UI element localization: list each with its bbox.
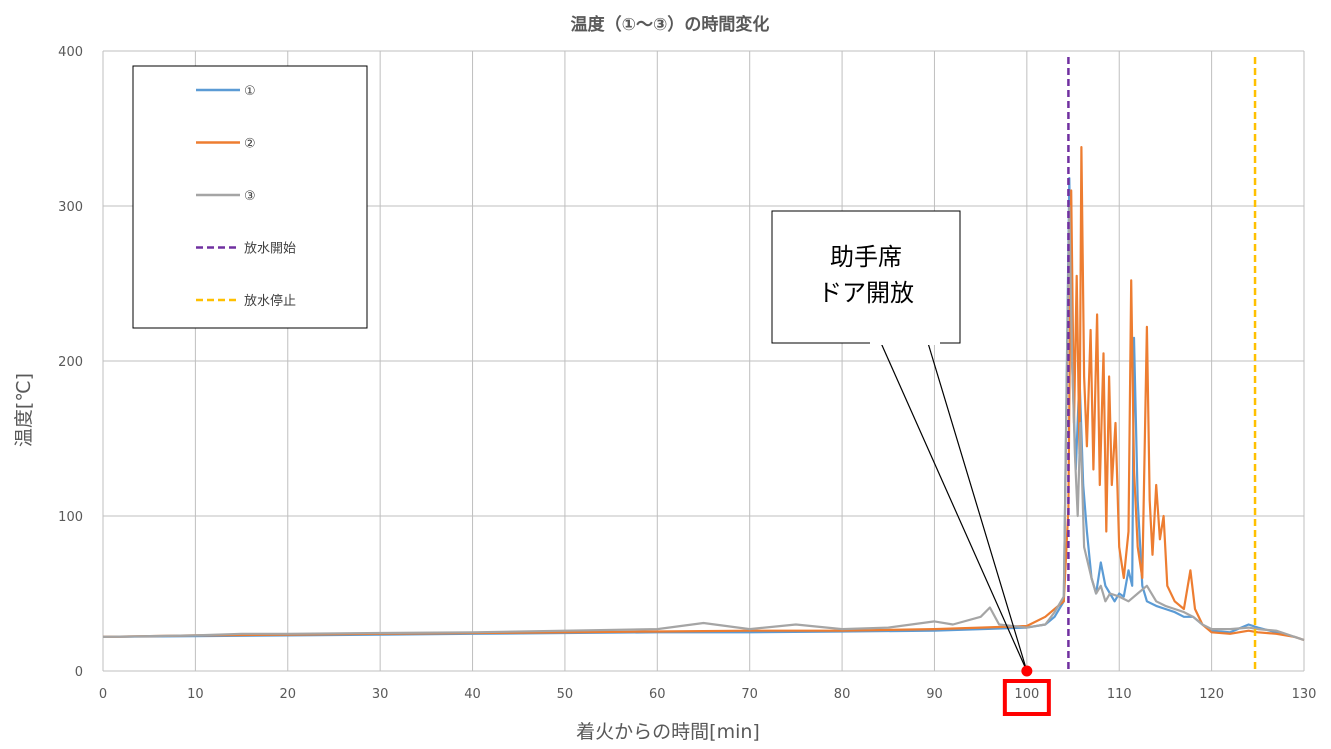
x-tick-label-0: 0 (99, 687, 107, 702)
series-line-3 (102, 204, 1305, 642)
x-tick-label-3: 30 (372, 687, 389, 702)
x-tick-label-13: 130 (1292, 687, 1317, 702)
callout-pointer-join (870, 342, 940, 345)
x-tick-label-2: 20 (279, 687, 296, 702)
tick-labels: 0 10 20 30 40 50 60 70 80 90 100 110 120 130 0 100 200 30… (58, 45, 1316, 702)
x-tick-label-4: 40 (464, 687, 481, 702)
x-tick-label-6: 60 (649, 687, 666, 702)
highlight-tick-box (1002, 679, 1051, 716)
legend-label-1: ① (244, 84, 256, 99)
x-axis-label: 着火からの時間[min] (576, 721, 760, 743)
y-tick-label-1: 100 (58, 510, 83, 525)
annotation-marker (1021, 665, 1033, 677)
grid (102, 50, 1305, 672)
legend-label-5: 放水停止 (244, 293, 296, 309)
y-tick-label-0: 0 (75, 665, 83, 680)
legend-label-3: ③ (244, 189, 256, 204)
callout-text-line-2: ドア開放 (818, 279, 914, 307)
legend-label-2: ② (244, 137, 256, 152)
x-tick-label-5: 50 (557, 687, 574, 702)
callout-pointer-left (880, 342, 1028, 672)
legend-box (132, 65, 368, 329)
y-tick-label-3: 300 (58, 200, 83, 215)
x-tick-label-11: 110 (1107, 687, 1132, 702)
callout-box (771, 210, 961, 344)
y-axis-label: 温度[℃] (13, 373, 35, 447)
chart-title: 温度（①～③）の時間変化 (571, 14, 770, 35)
x-tick-label-7: 70 (741, 687, 758, 702)
series-layer (102, 146, 1305, 642)
callout-pointer-right (927, 342, 1028, 672)
x-tick-label-8: 80 (834, 687, 851, 702)
x-tick-label-1: 10 (187, 687, 204, 702)
series-line-2 (102, 146, 1305, 642)
y-tick-label-4: 400 (58, 45, 83, 60)
x-tick-label-9: 90 (926, 687, 943, 702)
x-tick-label-10: 100 (1014, 687, 1039, 702)
legend-label-4: 放水開始 (244, 242, 296, 257)
vertical-lines (1067, 57, 1257, 671)
x-tick-label-12: 120 (1199, 687, 1224, 702)
callout-text-line-1: 助手席 (830, 243, 902, 271)
y-tick-label-2: 200 (58, 355, 83, 370)
